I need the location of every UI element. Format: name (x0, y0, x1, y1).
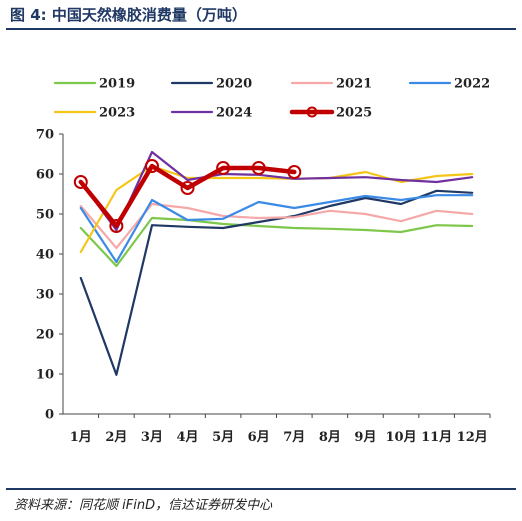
figure-title: 图 4: 中国天然橡胶消费量（万吨） (10, 6, 247, 24)
legend-label-2023: 2023 (99, 106, 135, 121)
x-tick-label: 5月 (212, 430, 234, 445)
y-tick-label: 20 (36, 328, 54, 343)
x-tick-label: 3月 (141, 430, 163, 445)
series-line-2025 (78, 163, 297, 229)
legend-label-2025: 2025 (336, 106, 372, 121)
legend-label-2019: 2019 (99, 77, 135, 92)
y-tick-label: 30 (36, 288, 54, 303)
x-tick-label: 11月 (421, 430, 452, 445)
x-tick-label: 7月 (283, 430, 305, 445)
x-tick-label: 4月 (177, 430, 199, 445)
series-line-2020 (79, 189, 474, 376)
chart-tick-labels: 0 10 20 30 40 50 60 70 1月 2月 3月 4月 5月 6月 7月 8月 9月 10月 11月 1… (36, 128, 488, 446)
data-point-2025 (216, 161, 231, 175)
legend-label-2020: 2020 (216, 77, 252, 92)
x-tick-label: 8月 (319, 430, 341, 445)
series-line-2019 (79, 216, 474, 268)
y-tick-label: 10 (36, 368, 54, 383)
chart-series-lines (73, 150, 474, 376)
y-tick-label: 50 (36, 208, 54, 223)
legend-label-2024: 2024 (216, 106, 252, 121)
data-point-2025 (287, 165, 302, 179)
legend-marker-2025 (306, 106, 318, 118)
x-tick-label: 12月 (457, 430, 488, 445)
data-point-2025 (73, 175, 88, 189)
y-tick-label: 60 (36, 168, 54, 183)
chart-legend: 2019 2020 2021 2022 2023 2024 2025 (53, 77, 490, 121)
source-divider (6, 488, 516, 490)
data-point-2025 (109, 219, 124, 233)
source-note: 资料来源：同花顺 iFinD，信达证券研发中心 (14, 498, 273, 513)
data-point-2025 (144, 159, 159, 173)
series-line-2022 (79, 194, 474, 264)
data-point-2025 (180, 181, 195, 195)
x-tick-label: 2月 (105, 430, 127, 445)
y-tick-label: 70 (36, 128, 54, 143)
y-tick-label: 40 (36, 248, 54, 263)
line-chart: 0 10 20 30 40 50 60 70 1月 2月 3月 4月 5月 6月 7月 8月 9月 10月 11月 1… (36, 77, 491, 446)
title-divider (6, 28, 516, 30)
x-tick-label: 1月 (70, 430, 92, 445)
x-tick-label: 6月 (248, 430, 270, 445)
legend-label-2021: 2021 (336, 77, 372, 92)
x-tick-label: 10月 (385, 430, 416, 445)
data-point-2025 (251, 161, 266, 175)
x-tick-label: 9月 (354, 430, 376, 445)
y-tick-label: 0 (45, 408, 54, 423)
chart-axes (59, 133, 491, 418)
legend-label-2022: 2022 (454, 77, 490, 92)
